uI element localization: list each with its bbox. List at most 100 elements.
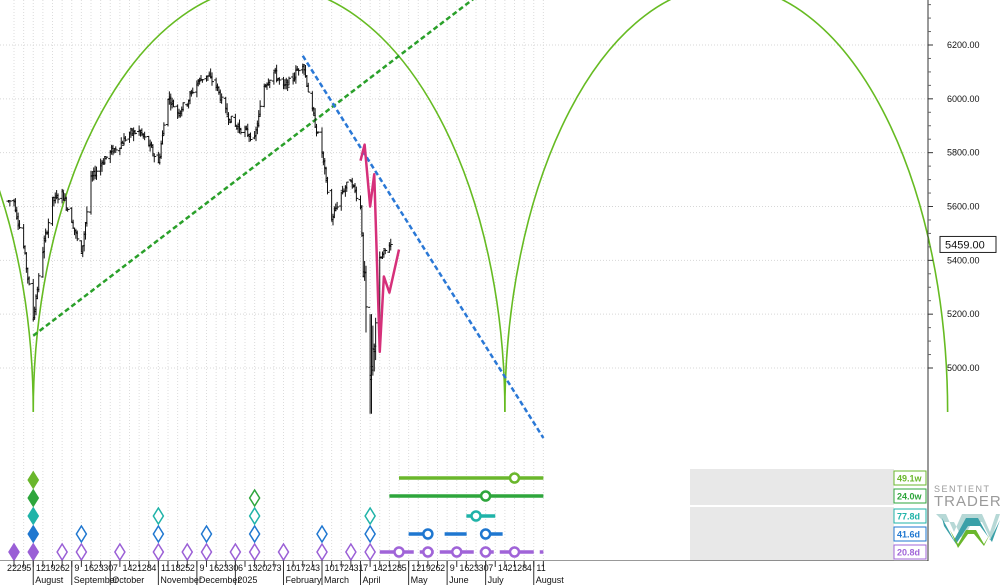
date-tick-label: 14 [498,563,508,573]
cycle-shade [690,507,894,525]
price-axis: 5000.00 5200.00 5400.00 5600.00 5800.00 6000.… [928,4,980,373]
date-tick-label: 19 [46,563,56,573]
cycle-diamond [248,506,261,526]
price-bar [104,156,109,160]
cycle-shade [690,469,894,487]
date-tick-label: 20 [257,563,267,573]
price-bar [267,79,272,89]
price-bar [142,131,147,141]
cycle-diamond [316,524,328,544]
price-bar [277,77,282,85]
date-tick-label: 24 [344,563,354,573]
cycle-diamond [113,542,126,562]
cycle-diamond [248,488,261,508]
date-tick-label: 24 [305,563,315,573]
date-tick-label: 18 [171,563,181,573]
date-tick-label: 2 [65,563,70,573]
price-bar [229,115,234,124]
date-tick-label: 25 [180,563,190,573]
cycle-diamond [27,488,40,508]
cycle-label: 24.0w [897,492,923,502]
cycle-label: 20.8d [897,548,920,558]
date-tick-label: 2 [440,563,445,573]
cycle-diamond [27,524,40,544]
price-bar [36,273,41,293]
trend-line-support [32,0,475,337]
date-tick-label: 7 [488,563,493,573]
cycle-diamond [229,542,242,562]
price-bar [171,99,176,108]
date-tick-label: 22 [7,563,17,573]
price-bar [152,153,157,163]
date-axis: 22 29 5 12 19 26 2 9 16 23 30 7 14 21 28 4 11 18 25 2 9 16 23 3… [0,560,1000,585]
month-label: May [411,575,429,585]
date-tick-label: 19 [421,563,431,573]
cycle-diamond [248,542,261,562]
price-bar [287,76,291,86]
cycle-diamond [364,524,377,544]
month-label: November [160,575,202,585]
cycle-shade [690,543,894,561]
cycle-label-box [893,508,927,524]
month-label: October [112,575,144,585]
month-label: April [363,575,381,585]
cycle-label: 77.8d [897,512,920,522]
date-tick-label: 31 [354,563,364,573]
trend-line-resistance [301,55,545,439]
cycle-diamond [56,542,69,562]
price-tick-label: 5000.00 [947,363,980,373]
price-bar [113,146,118,154]
brand-mark-icon [936,514,1000,548]
date-tick-label: 21 [382,563,392,573]
price-bar [27,276,32,286]
date-tick-label: 11 [161,563,170,573]
cycle-label-box [893,526,927,542]
price-bar [296,68,301,76]
date-tick-label: 9 [450,563,455,573]
date-tick-label: 28 [392,563,402,573]
date-tick-label: 26 [55,563,65,573]
cycle-marker [451,546,463,558]
last-price-marker: 5459.00 [939,235,997,253]
cycle-diamond [316,542,328,562]
price-bar [373,317,378,361]
cycle-marker [508,472,521,484]
date-tick-label: 27 [267,563,277,573]
date-tick-label: 7 [113,563,118,573]
price-bar [64,196,69,211]
date-tick-label: 12 [411,563,421,573]
date-tick-label: 16 [84,563,94,573]
price-tick-label: 6000.00 [947,94,980,104]
cycle-diamond [200,524,213,544]
price-bar [383,248,388,255]
sentient-trader-logo: SENTIENT TRADER [934,484,1000,548]
price-bar [56,193,60,204]
price-bar [335,201,340,210]
date-tick-label: 4 [527,563,532,573]
date-tick-label: 9 [200,563,205,573]
date-tick-label: 21 [508,563,518,573]
price-bar [46,218,51,239]
cycle-marker [508,546,521,558]
date-tick-label: 7 [363,563,368,573]
price-bar [388,238,393,251]
price-bar [75,230,80,242]
price-bar [65,208,70,212]
price-bar [303,65,308,78]
price-bar [331,213,335,226]
brand-line-2: TRADER [934,493,1000,510]
price-bar [238,127,243,135]
price-tick-label: 5400.00 [947,255,980,265]
cycle-diamond [27,470,40,490]
cycle-label: 41.6d [897,530,920,540]
date-tick-label: 16 [209,563,219,573]
date-tick-label: 10 [286,563,296,573]
date-tick-label: 30 [479,563,489,573]
date-tick-label: 17 [334,563,344,573]
cycle-marker [422,546,434,558]
date-tick-label: 28 [142,563,152,573]
cycle-diamond [75,524,88,544]
cycle-marker [393,546,405,558]
price-bar [306,82,311,93]
price-bar [181,102,186,112]
